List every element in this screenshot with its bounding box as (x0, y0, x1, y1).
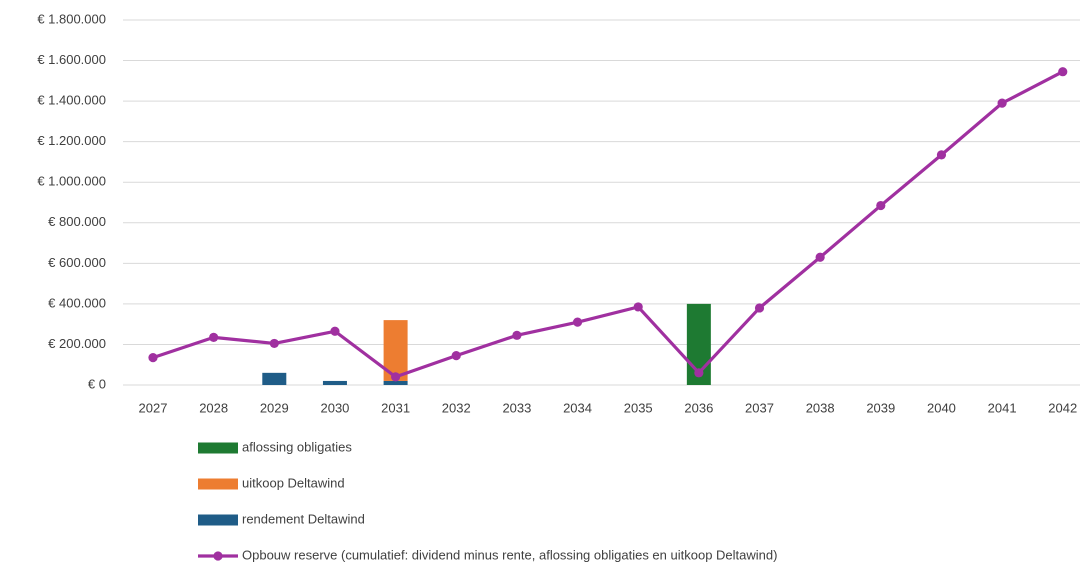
bar-rendement-deltawind-2031 (383, 380, 408, 385)
bar-rendement-deltawind-2030 (322, 380, 347, 385)
x-axis-ticks: 2027 2028 2029 2030 2031 2032 2033 2034 2035 2036… (139, 400, 1078, 415)
legend-label: uitkoop Deltawind (242, 475, 345, 490)
x-tick-label: 2038 (806, 400, 835, 415)
x-tick-label: 2037 (745, 400, 774, 415)
y-tick-label: € 800.000 (48, 214, 106, 229)
reserve-point-2029 (269, 338, 279, 349)
x-tick-label: 2041 (988, 400, 1017, 415)
reserve-line (152, 70, 1064, 379)
y-tick-label: € 1.200.000 (37, 133, 106, 148)
legend-label: aflossing obligaties (242, 439, 352, 454)
x-tick-label: 2042 (1048, 400, 1077, 415)
gridlines (123, 19, 1080, 386)
reserve-point-2032 (451, 350, 461, 361)
legend-swatch (198, 442, 238, 454)
x-tick-label: 2035 (624, 400, 653, 415)
legend-swatch (198, 514, 238, 526)
y-tick-label: € 200.000 (48, 336, 106, 351)
x-tick-label: 2033 (502, 400, 531, 415)
y-tick-label: € 1.600.000 (37, 52, 106, 67)
y-tick-label: € 1.400.000 (37, 93, 106, 108)
y-tick-label: € 1.800.000 (37, 11, 106, 26)
x-tick-label: 2034 (563, 400, 592, 415)
reserve-point-2037 (754, 303, 765, 313)
line-series (148, 67, 1068, 382)
reserve-point-2042 (1058, 67, 1068, 77)
x-tick-label: 2030 (320, 400, 349, 415)
x-tick-label: 2039 (866, 400, 895, 415)
reserve-point-2036 (694, 368, 704, 378)
x-tick-label: 2040 (927, 400, 956, 415)
legend-swatch-marker (213, 551, 223, 561)
reserve-point-2038 (815, 252, 825, 262)
y-tick-label: € 400.000 (48, 295, 106, 310)
y-tick-label: € 1.000.000 (37, 174, 106, 189)
reserve-point-2039 (876, 200, 886, 211)
bar-rendement-deltawind-2029 (262, 372, 287, 385)
reserve-point-2027 (148, 353, 158, 363)
x-tick-label: 2031 (381, 400, 410, 415)
legend-swatch (198, 478, 238, 490)
x-tick-label: 2036 (684, 400, 713, 415)
x-tick-label: 2029 (260, 400, 289, 415)
reserve-point-2031 (391, 372, 401, 382)
x-tick-label: 2028 (199, 400, 228, 415)
legend: aflossing obligaties uitkoop Deltawind ren… (198, 439, 777, 562)
reserve-point-2033 (512, 330, 522, 340)
reserve-point-2028 (209, 332, 219, 342)
legend-label: rendement Deltawind (242, 511, 365, 526)
reserve-point-2040 (936, 150, 947, 160)
reserve-point-2030 (330, 326, 340, 336)
bar-series (262, 303, 711, 385)
y-tick-label: € 0 (88, 376, 106, 391)
y-tick-label: € 600.000 (48, 255, 106, 270)
x-tick-label: 2027 (139, 400, 168, 415)
reserve-point-2041 (997, 98, 1007, 108)
legend-label: Opbouw reserve (cumulatief: dividend min… (242, 547, 777, 562)
reserve-point-2035 (633, 302, 643, 312)
y-axis-ticks: € 0 € 200.000 € 400.000 € 600.000 € 800.000 €… (37, 11, 106, 391)
x-tick-label: 2032 (442, 400, 471, 415)
reserve-point-2034 (572, 317, 583, 327)
